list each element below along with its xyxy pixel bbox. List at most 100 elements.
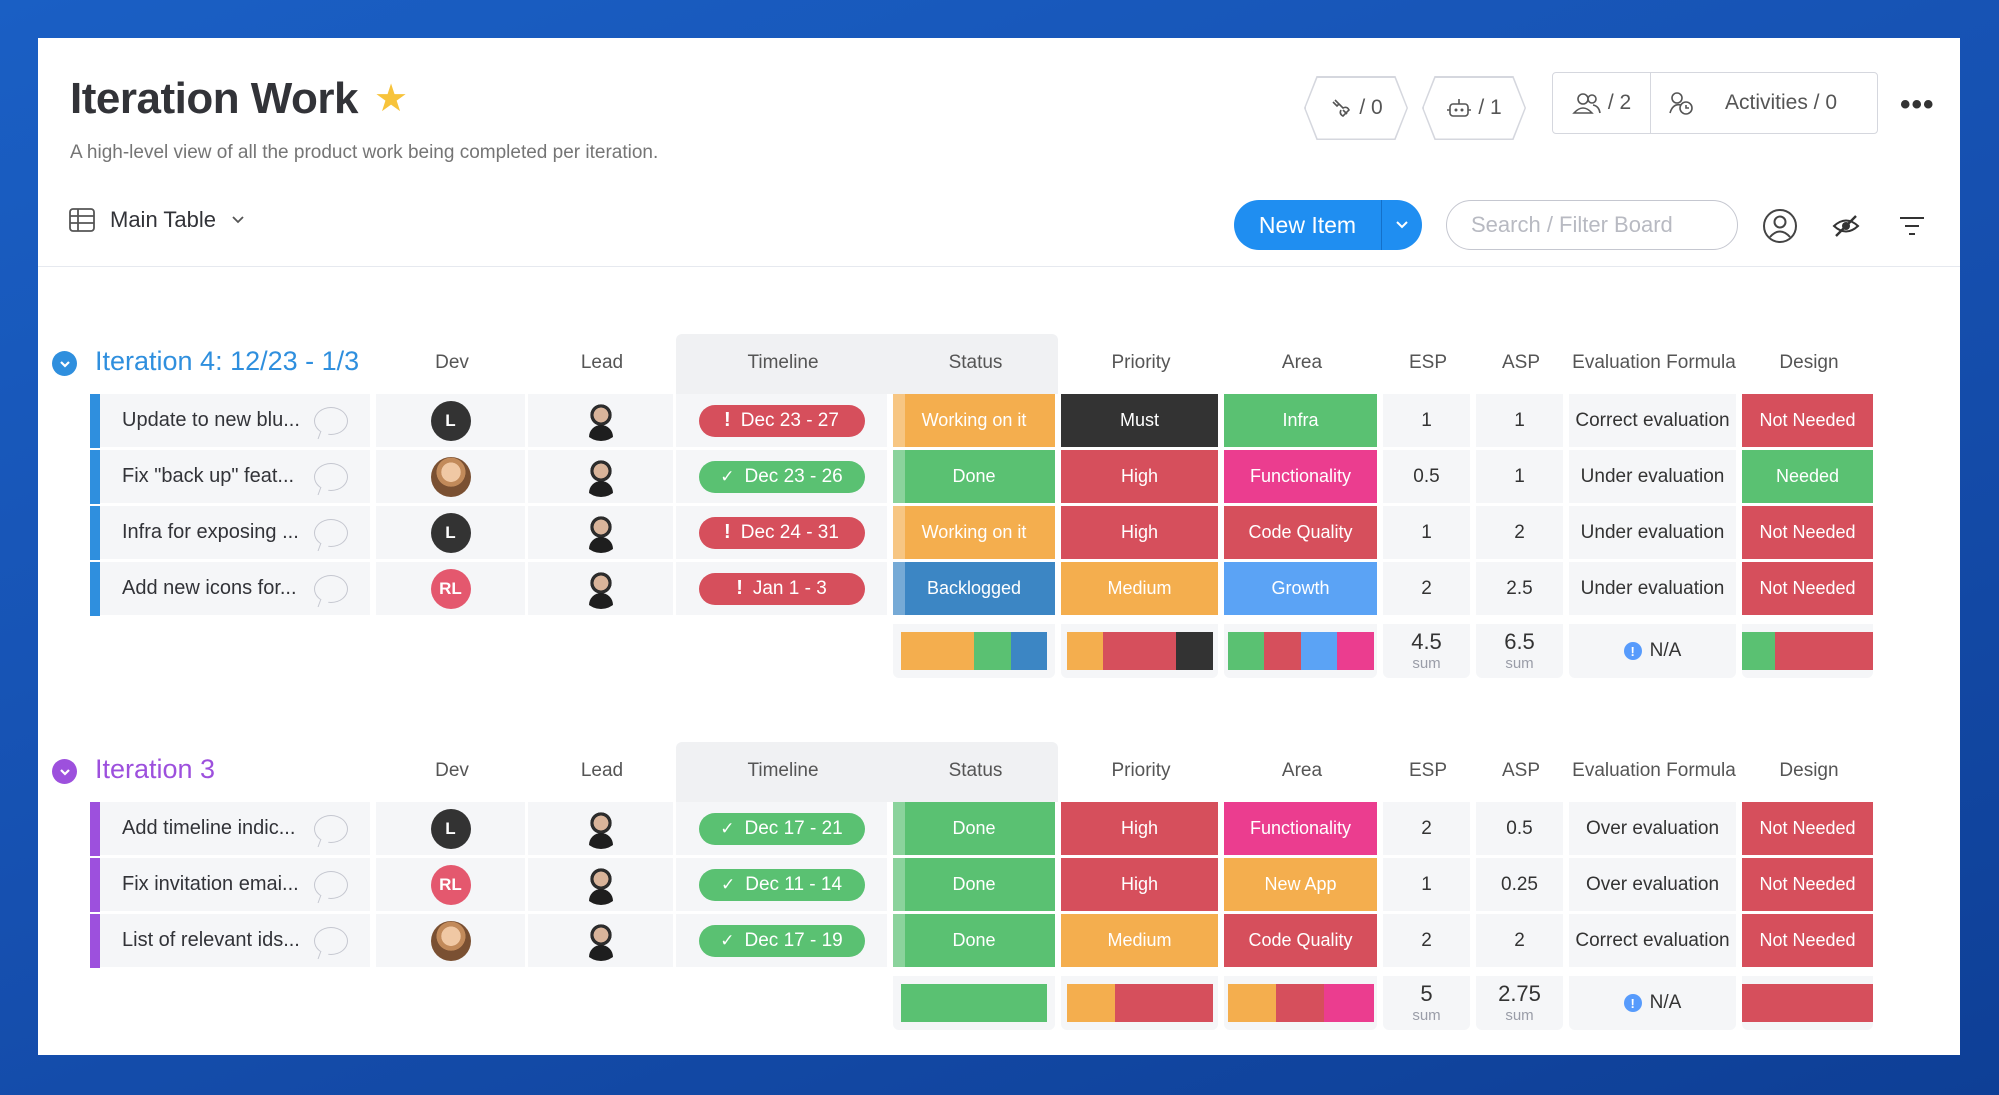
comment-bubble-icon[interactable] <box>314 462 348 491</box>
priority-summary-bar[interactable] <box>1066 632 1213 670</box>
item-name-cell[interactable]: Fix "back up" feat... <box>100 450 370 503</box>
dev-avatar[interactable] <box>430 920 471 961</box>
item-name[interactable]: Fix invitation emai... <box>122 873 299 895</box>
design-cell[interactable]: Needed <box>1742 450 1873 503</box>
priority-summary-bar[interactable] <box>1066 984 1213 1022</box>
comment-bubble-icon[interactable] <box>314 574 348 603</box>
column-header-priority[interactable]: Priority <box>1111 352 1171 373</box>
area-cell[interactable]: Functionality <box>1224 450 1377 503</box>
esp-cell[interactable]: 1 <box>1383 394 1470 447</box>
timeline-cell[interactable]: ✓ Dec 17 - 21 <box>676 802 887 855</box>
asp-cell[interactable]: 1 <box>1476 450 1563 503</box>
column-header-status[interactable]: Status <box>948 760 1003 781</box>
dev-cell[interactable]: RL <box>376 858 525 911</box>
column-header-area[interactable]: Area <box>1281 352 1323 373</box>
person-filter-icon[interactable] <box>1760 206 1800 246</box>
esp-cell[interactable]: 1 <box>1383 506 1470 559</box>
asp-cell[interactable]: 0.5 <box>1476 802 1563 855</box>
status-cell[interactable]: Working on it <box>893 394 1055 447</box>
column-header-lead[interactable]: Lead <box>580 352 624 373</box>
timeline-pill[interactable]: ✓ Dec 23 - 26 <box>698 460 865 493</box>
design-summary-bar[interactable] <box>1742 632 1873 670</box>
timeline-pill[interactable]: ✓ Dec 17 - 19 <box>698 924 865 957</box>
area-cell[interactable]: Code Quality <box>1224 914 1377 967</box>
item-name[interactable]: List of relevant ids... <box>122 929 300 951</box>
area-cell[interactable]: Code Quality <box>1224 506 1377 559</box>
priority-cell[interactable]: High <box>1061 802 1218 855</box>
filter-icon[interactable] <box>1892 206 1932 246</box>
dev-cell[interactable] <box>376 450 525 503</box>
timeline-cell[interactable]: ! Jan 1 - 3 <box>676 562 887 615</box>
esp-cell[interactable]: 2 <box>1383 802 1470 855</box>
comment-bubble-icon[interactable] <box>314 814 348 843</box>
asp-cell[interactable]: 0.25 <box>1476 858 1563 911</box>
table-row[interactable]: List of relevant ids... ✓ Dec 17 - 19 Done M… <box>90 914 1946 968</box>
table-row[interactable]: Add new icons for... RL! Jan 1 - 3 Backlogg… <box>90 562 1946 616</box>
timeline-cell[interactable]: ! Dec 24 - 31 <box>676 506 887 559</box>
item-name[interactable]: Add new icons for... <box>122 577 297 599</box>
table-row[interactable]: Add timeline indic... L ✓ Dec 17 - 21 Done Hi… <box>90 802 1946 856</box>
lead-cell[interactable] <box>528 858 673 911</box>
integrations-button[interactable]: / 0 <box>1304 76 1408 140</box>
design-summary-bar[interactable] <box>1742 984 1873 1022</box>
lead-avatar[interactable] <box>580 920 621 961</box>
table-row[interactable]: Fix invitation emai... RL ✓ Dec 11 - 14 Done… <box>90 858 1946 912</box>
column-header-design[interactable]: Design <box>1779 352 1839 373</box>
timeline-pill[interactable]: ✓ Dec 17 - 21 <box>698 812 865 845</box>
timeline-pill[interactable]: ! Dec 24 - 31 <box>698 516 865 549</box>
item-name-cell[interactable]: List of relevant ids... <box>100 914 370 967</box>
column-header-timeline[interactable]: Timeline <box>747 352 819 373</box>
timeline-cell[interactable]: ! Dec 23 - 27 <box>676 394 887 447</box>
design-cell[interactable]: Not Needed <box>1742 802 1873 855</box>
status-summary-bar[interactable] <box>901 632 1047 670</box>
esp-cell[interactable]: 2 <box>1383 562 1470 615</box>
item-name[interactable]: Fix "back up" feat... <box>122 465 295 487</box>
new-item-button[interactable]: New Item <box>1234 200 1422 250</box>
priority-cell[interactable]: Medium <box>1061 562 1218 615</box>
column-header-esp[interactable]: ESP <box>1408 352 1448 373</box>
column-header-design[interactable]: Design <box>1779 760 1839 781</box>
timeline-cell[interactable]: ✓ Dec 17 - 19 <box>676 914 887 967</box>
comment-bubble-icon[interactable] <box>314 518 348 547</box>
timeline-pill[interactable]: ! Jan 1 - 3 <box>698 572 865 605</box>
item-name-cell[interactable]: Add new icons for... <box>100 562 370 615</box>
lead-avatar[interactable] <box>580 456 621 497</box>
status-cell[interactable]: Done <box>893 450 1055 503</box>
group-collapse-icon[interactable] <box>52 759 77 784</box>
new-item-label[interactable]: New Item <box>1234 200 1382 250</box>
board-title[interactable]: Iteration Work <box>70 74 359 123</box>
timeline-cell[interactable]: ✓ Dec 23 - 26 <box>676 450 887 503</box>
timeline-pill[interactable]: ✓ Dec 11 - 14 <box>698 868 865 901</box>
priority-cell[interactable]: Medium <box>1061 914 1218 967</box>
design-cell[interactable]: Not Needed <box>1742 506 1873 559</box>
priority-cell[interactable]: High <box>1061 450 1218 503</box>
priority-cell[interactable]: Must <box>1061 394 1218 447</box>
design-cell[interactable]: Not Needed <box>1742 394 1873 447</box>
timeline-cell[interactable]: ✓ Dec 11 - 14 <box>676 858 887 911</box>
column-header-priority[interactable]: Priority <box>1111 760 1171 781</box>
info-icon[interactable]: ! <box>1623 642 1642 660</box>
star-icon[interactable]: ★ <box>374 78 409 120</box>
column-header-asp[interactable]: ASP <box>1501 760 1541 781</box>
column-header-eval[interactable]: Evaluation Formula <box>1572 760 1736 781</box>
column-header-asp[interactable]: ASP <box>1501 352 1541 373</box>
group-title[interactable]: Iteration 3 <box>95 754 216 784</box>
area-summary-bar[interactable] <box>1227 632 1374 670</box>
design-cell[interactable]: Not Needed <box>1742 914 1873 967</box>
lead-cell[interactable] <box>528 802 673 855</box>
item-name-cell[interactable]: Fix invitation emai... <box>100 858 370 911</box>
lead-avatar[interactable] <box>580 568 621 609</box>
dev-cell[interactable]: RL <box>376 562 525 615</box>
dev-cell[interactable]: L <box>376 394 525 447</box>
column-header-eval[interactable]: Evaluation Formula <box>1572 352 1736 373</box>
item-name-cell[interactable]: Add timeline indic... <box>100 802 370 855</box>
dev-avatar[interactable]: RL <box>430 568 471 609</box>
group-title[interactable]: Iteration 4: 12/23 - 1/3 <box>95 346 360 376</box>
column-header-area[interactable]: Area <box>1281 760 1323 781</box>
dev-cell[interactable]: L <box>376 802 525 855</box>
item-name[interactable]: Update to new blu... <box>122 409 300 431</box>
esp-cell[interactable]: 1 <box>1383 858 1470 911</box>
activities-button[interactable]: Activities / 0 <box>1651 89 1877 117</box>
asp-cell[interactable]: 2.5 <box>1476 562 1563 615</box>
item-name-cell[interactable]: Infra for exposing ... <box>100 506 370 559</box>
